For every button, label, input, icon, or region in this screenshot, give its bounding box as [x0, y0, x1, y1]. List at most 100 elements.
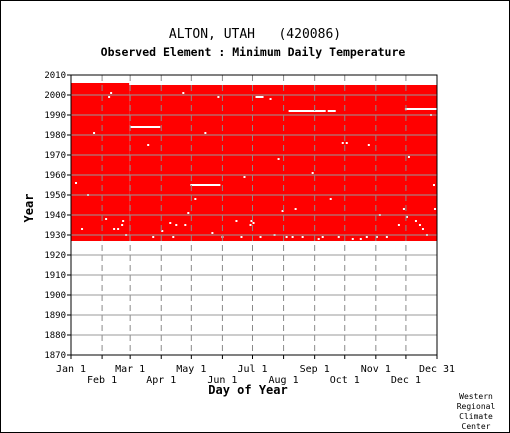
missing-day-43 [317, 238, 320, 240]
missing-day-17 [172, 236, 175, 238]
missing-day-53 [375, 236, 378, 238]
missing-day-29 [243, 176, 246, 178]
missing-gap-1 [130, 126, 161, 128]
missing-day-21 [187, 212, 190, 214]
y-tick-label-1950: 1950 [44, 191, 66, 201]
missing-day-23 [204, 132, 207, 134]
missing-gap-2 [190, 184, 221, 186]
missing-day-46 [337, 236, 340, 238]
y-tick-label-1890: 1890 [44, 311, 66, 321]
missing-day-24 [211, 232, 214, 234]
missing-day-45 [329, 198, 332, 200]
x-axis-label: Day of Year [208, 383, 287, 397]
missing-day-57 [402, 208, 405, 210]
missing-gap-5 [327, 110, 336, 112]
y-tick-label-2000: 2000 [44, 91, 66, 101]
missing-day-66 [433, 208, 436, 210]
y-tick-label-1970: 1970 [44, 151, 66, 161]
missing-day-50 [359, 238, 362, 240]
x-tick-label-dec-1: Dec 1 [391, 375, 421, 386]
missing-day-61 [418, 224, 421, 226]
y-tick-label-1990: 1990 [44, 111, 66, 121]
missing-day-16 [169, 222, 172, 224]
y-tick-label-1900: 1900 [44, 291, 66, 301]
grid-layer [71, 75, 437, 355]
missing-day-11 [122, 220, 125, 222]
missing-day-2 [81, 228, 84, 230]
missing-day-56 [397, 224, 400, 226]
missing-day-19 [182, 92, 185, 94]
x-tick-label-jun-1: Jun 1 [207, 375, 237, 386]
missing-day-62 [421, 228, 424, 230]
x-tick-label-aug-1: Aug 1 [269, 375, 299, 386]
x-tick-label-oct-1: Oct 1 [330, 375, 360, 386]
missing-day-48 [345, 142, 348, 144]
missing-day-15 [161, 230, 164, 232]
missing-day-30 [249, 224, 252, 226]
x-tick-label-apr-1: Apr 1 [146, 375, 176, 386]
record-period-2 [129, 85, 437, 241]
credit-line-4: Center [462, 422, 491, 431]
missing-day-41 [301, 236, 304, 238]
y-tick-label-1880: 1880 [44, 331, 66, 341]
credit-line-3: Climate [459, 412, 493, 421]
missing-day-8 [113, 228, 116, 230]
x-tick-label-may-1: May 1 [176, 364, 206, 375]
missing-day-51 [365, 236, 368, 238]
y-tick-label-1910: 1910 [44, 271, 66, 281]
x-tick-label-nov-1: Nov 1 [361, 364, 391, 375]
missing-day-28 [240, 236, 243, 238]
x-tick-label-jan-1: Jan 1 [56, 364, 86, 375]
y-axis-ticks: 2010 2000 1990 1980 1970 1960 1950 1940 1930 1920… [44, 71, 71, 361]
credit-line-1: Western [459, 392, 493, 401]
missing-gap-3 [255, 96, 264, 98]
chart-subtitle: Observed Element : Minimum Daily Tempera… [101, 45, 406, 59]
missing-day-42 [311, 172, 314, 174]
y-tick-label-1940: 1940 [44, 211, 66, 221]
missing-day-18 [175, 224, 178, 226]
missing-day-6 [108, 96, 111, 98]
missing-day-47 [341, 142, 344, 144]
x-tick-label-dec-31: Dec 31 [419, 364, 455, 375]
record-period-1 [71, 83, 130, 241]
missing-day-10 [121, 224, 124, 226]
data-layer [71, 83, 437, 241]
missing-day-31 [250, 220, 253, 222]
missing-day-38 [285, 236, 288, 238]
missing-day-59 [407, 156, 410, 158]
missing-day-27 [235, 220, 238, 222]
missing-day-44 [321, 236, 324, 238]
missing-day-9 [117, 228, 120, 230]
missing-day-60 [414, 220, 417, 222]
missing-day-20 [184, 224, 187, 226]
y-tick-label-1870: 1870 [44, 351, 66, 361]
missing-day-22 [194, 198, 197, 200]
missing-day-4 [93, 132, 96, 134]
x-axis-ticks: Jan 1 Mar 1 May 1 Jul 1 Sep 1 Nov 1 Dec 31 Feb … [56, 355, 455, 386]
missing-day-58 [405, 216, 408, 218]
y-tick-label-2010: 2010 [44, 71, 66, 81]
missing-day-33 [259, 236, 262, 238]
missing-day-65 [432, 184, 435, 186]
missing-day-37 [281, 210, 284, 212]
missing-day-39 [291, 236, 294, 238]
y-tick-label-1980: 1980 [44, 131, 66, 141]
y-tick-label-1930: 1930 [44, 231, 66, 241]
chart-title: ALTON, UTAH (420086) [169, 27, 341, 42]
missing-day-49 [351, 238, 354, 240]
credit-line-2: Regional [457, 402, 496, 411]
missing-day-52 [367, 144, 370, 146]
missing-day-7 [110, 92, 113, 94]
credit-block: Western Regional Climate Center [457, 392, 496, 431]
x-tick-label-jul-1: Jul 1 [237, 364, 267, 375]
missing-day-1 [75, 182, 78, 184]
x-tick-label-feb-1: Feb 1 [87, 375, 117, 386]
missing-day-36 [277, 158, 280, 160]
missing-day-32 [252, 222, 255, 224]
missing-gap-4 [288, 110, 326, 112]
missing-day-55 [385, 236, 388, 238]
x-tick-label-sep-1: Sep 1 [300, 364, 330, 375]
missing-day-40 [294, 208, 297, 210]
missing-day-14 [152, 236, 155, 238]
